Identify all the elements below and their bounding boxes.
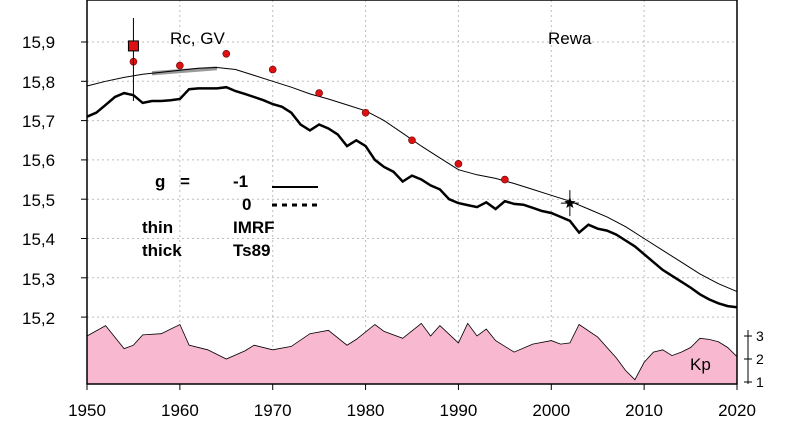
legend-g-label: g <box>155 172 165 191</box>
y-tick-label: 15,6 <box>22 151 55 170</box>
x-tick-label: 2020 <box>718 401 756 420</box>
station-rc-label: Rc, GV <box>170 29 225 48</box>
x-tick-label: 1990 <box>439 401 477 420</box>
kp-area <box>86 322 738 385</box>
x-tick-label: 1960 <box>161 401 199 420</box>
measurement-point <box>268 65 277 74</box>
x-tick-label: 1980 <box>347 401 385 420</box>
x-tick-label: 1950 <box>68 401 106 420</box>
star-marker <box>564 197 576 208</box>
kp-axis: 3 2 1 <box>744 328 764 390</box>
plot-frame <box>86 0 738 385</box>
y-tick-label: 15,3 <box>22 270 55 289</box>
square-marker <box>127 40 139 52</box>
measurement-point <box>315 89 323 97</box>
y-tick-label: 15,2 <box>22 309 55 328</box>
y-tick-label: 15,4 <box>22 230 55 249</box>
legend-thin-label: thin <box>142 218 173 237</box>
x-tick-labels: 1950 1960 1970 1980 1990 2000 2010 2020 <box>68 401 756 420</box>
legend-thin-model: IMRF <box>233 218 275 237</box>
legend-value-1: -1 <box>233 172 248 191</box>
y-tick-label: 15,9 <box>22 33 55 52</box>
kp-tick-label: 1 <box>756 374 764 390</box>
kp-series-area <box>86 322 738 385</box>
x-tick-label: 2000 <box>532 401 570 420</box>
legend-value-2: 0 <box>242 195 251 214</box>
measurement-point <box>222 49 231 58</box>
legend-equals-label: = <box>180 172 190 191</box>
station-name-label: Rewa <box>548 29 592 48</box>
measurement-point <box>454 160 463 168</box>
y-tick-label: 15,7 <box>22 112 55 131</box>
legend-thick-model: Ts89 <box>233 241 271 260</box>
kp-tick-label: 2 <box>756 351 764 367</box>
y-tick-labels: 15,9 15,8 15,7 15,6 15,5 15,4 15,3 15,2 <box>22 33 55 328</box>
measurement-point <box>408 136 416 145</box>
measurement-point <box>501 175 509 184</box>
thick-line-ts89 <box>86 85 738 309</box>
y-tick-label: 15,8 <box>22 73 55 92</box>
x-tick-label: 1970 <box>254 401 292 420</box>
x-tick-label: 2010 <box>625 401 663 420</box>
kp-label: Kp <box>690 355 711 374</box>
y-tick-label: 15,5 <box>22 191 55 210</box>
measurement-point <box>361 108 370 117</box>
markers <box>127 18 579 217</box>
grid <box>81 0 738 390</box>
measurement-point <box>176 61 184 70</box>
legend-thick-label: thick <box>142 241 182 260</box>
kp-tick-label: 3 <box>756 328 764 344</box>
